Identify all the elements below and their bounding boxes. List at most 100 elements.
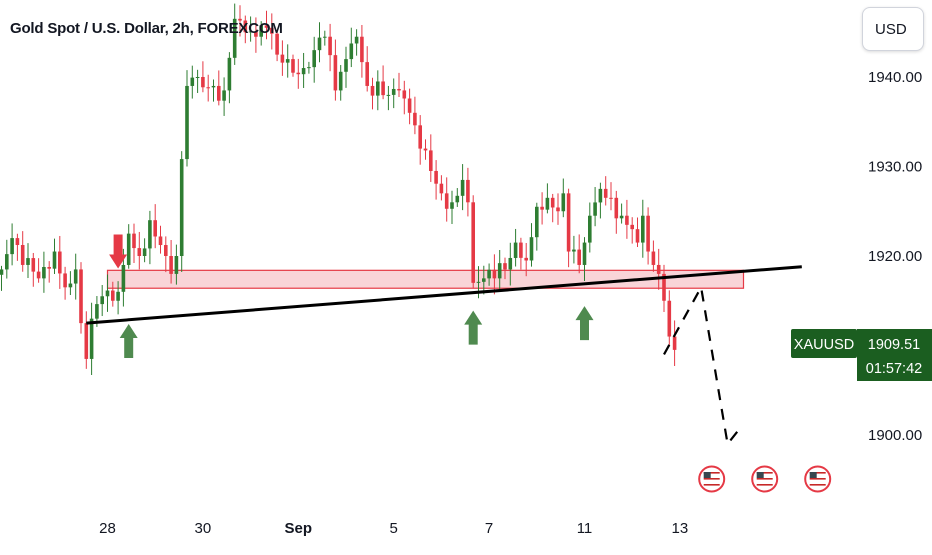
candle-body xyxy=(439,183,444,194)
candle-body xyxy=(407,98,412,113)
flag-stripe xyxy=(809,475,826,477)
candle-body xyxy=(275,33,279,55)
candle-body xyxy=(418,125,422,149)
candle-body xyxy=(391,88,396,95)
candle-body xyxy=(201,77,205,88)
arrow-down-icon xyxy=(109,234,128,269)
candle-body xyxy=(656,264,661,274)
candle-body xyxy=(423,148,428,151)
candle-body xyxy=(550,197,555,208)
candle-body xyxy=(429,150,433,171)
candle-body xyxy=(582,242,587,265)
us-flag-icon[interactable] xyxy=(804,465,832,493)
candle-body xyxy=(482,278,486,282)
candle-body xyxy=(169,256,173,274)
us-flag-icon[interactable] xyxy=(751,465,779,493)
candle-body xyxy=(333,55,338,91)
chart-title: Gold Spot / U.S. Dollar, 2h, FOREXCOM xyxy=(10,20,283,37)
candle-body xyxy=(455,195,460,203)
candle-body xyxy=(667,300,672,337)
candle-body xyxy=(641,215,645,243)
candle-body xyxy=(535,206,539,238)
candle-body xyxy=(466,179,470,203)
candle-body xyxy=(47,266,51,269)
candle-body xyxy=(376,81,380,96)
candle-body xyxy=(625,215,629,225)
candle-body xyxy=(460,179,465,196)
candle-body xyxy=(264,25,269,28)
currency-button[interactable]: USD xyxy=(862,7,924,51)
candle-body xyxy=(84,323,89,359)
candle-body xyxy=(497,263,502,279)
candle-body xyxy=(545,197,550,210)
candle-body xyxy=(370,85,375,96)
candle-body xyxy=(402,90,407,99)
candle-body xyxy=(148,220,152,249)
candle-body xyxy=(471,202,475,283)
candle-body xyxy=(291,59,295,73)
candle-body xyxy=(519,242,523,258)
candle-body xyxy=(338,71,343,91)
candle-body xyxy=(444,193,449,209)
candle-body xyxy=(323,36,327,38)
candle-body xyxy=(301,68,306,75)
flag-stripe xyxy=(756,481,773,483)
x-tick-label: 30 xyxy=(195,520,212,537)
candle-body xyxy=(646,215,650,252)
candle-body xyxy=(232,18,237,58)
candle-body xyxy=(142,248,147,256)
candle-body xyxy=(556,207,560,212)
flag-stripe xyxy=(703,478,720,480)
candle-body xyxy=(317,37,322,51)
candle-body xyxy=(540,206,544,210)
flag-stripe xyxy=(756,475,773,477)
flag-stripe xyxy=(703,472,720,474)
candle-body xyxy=(10,238,14,255)
candle-body xyxy=(593,202,597,216)
candle-body xyxy=(365,62,369,86)
candle-body xyxy=(513,242,518,258)
candle-body xyxy=(603,188,608,198)
y-tick-label: 1900.00 xyxy=(868,427,922,444)
candle-body xyxy=(52,251,57,269)
flag-canton xyxy=(756,472,764,478)
candle-body xyxy=(259,25,263,37)
candle-body xyxy=(211,85,216,88)
x-tick-label: 13 xyxy=(672,520,689,537)
flag-stripe xyxy=(809,484,826,486)
candle-body xyxy=(132,233,136,249)
candle-body xyxy=(566,193,571,252)
candle-body xyxy=(434,170,438,184)
candle-body xyxy=(619,215,624,219)
flag-stripe xyxy=(809,481,826,483)
candle-body xyxy=(561,193,566,212)
candle-body xyxy=(413,112,417,126)
candle-body xyxy=(529,237,534,261)
flag-stripe xyxy=(703,481,720,483)
candle-body xyxy=(227,57,232,91)
candle-body xyxy=(238,18,242,21)
candle-body xyxy=(158,236,163,246)
candle-body xyxy=(614,197,619,219)
candle-body xyxy=(26,258,30,265)
symbol-label: XAUUSD xyxy=(794,337,854,353)
candle-body xyxy=(121,264,126,292)
candle-body xyxy=(185,85,189,160)
us-flag-icon[interactable] xyxy=(698,465,726,493)
flag-stripe xyxy=(703,484,720,486)
candle-body xyxy=(296,72,301,75)
candle-body xyxy=(243,20,248,33)
candle-body xyxy=(254,31,258,37)
arrow-up-icon xyxy=(119,324,138,359)
candle-body xyxy=(328,36,332,56)
flag-stripe xyxy=(809,472,826,474)
candle-body xyxy=(598,188,603,203)
candle-body xyxy=(153,220,157,237)
candle-body xyxy=(381,81,385,96)
current-price: 1909.51 xyxy=(868,337,920,353)
candle-body xyxy=(285,59,290,63)
candle-body xyxy=(354,36,359,44)
candle-body xyxy=(307,67,311,69)
